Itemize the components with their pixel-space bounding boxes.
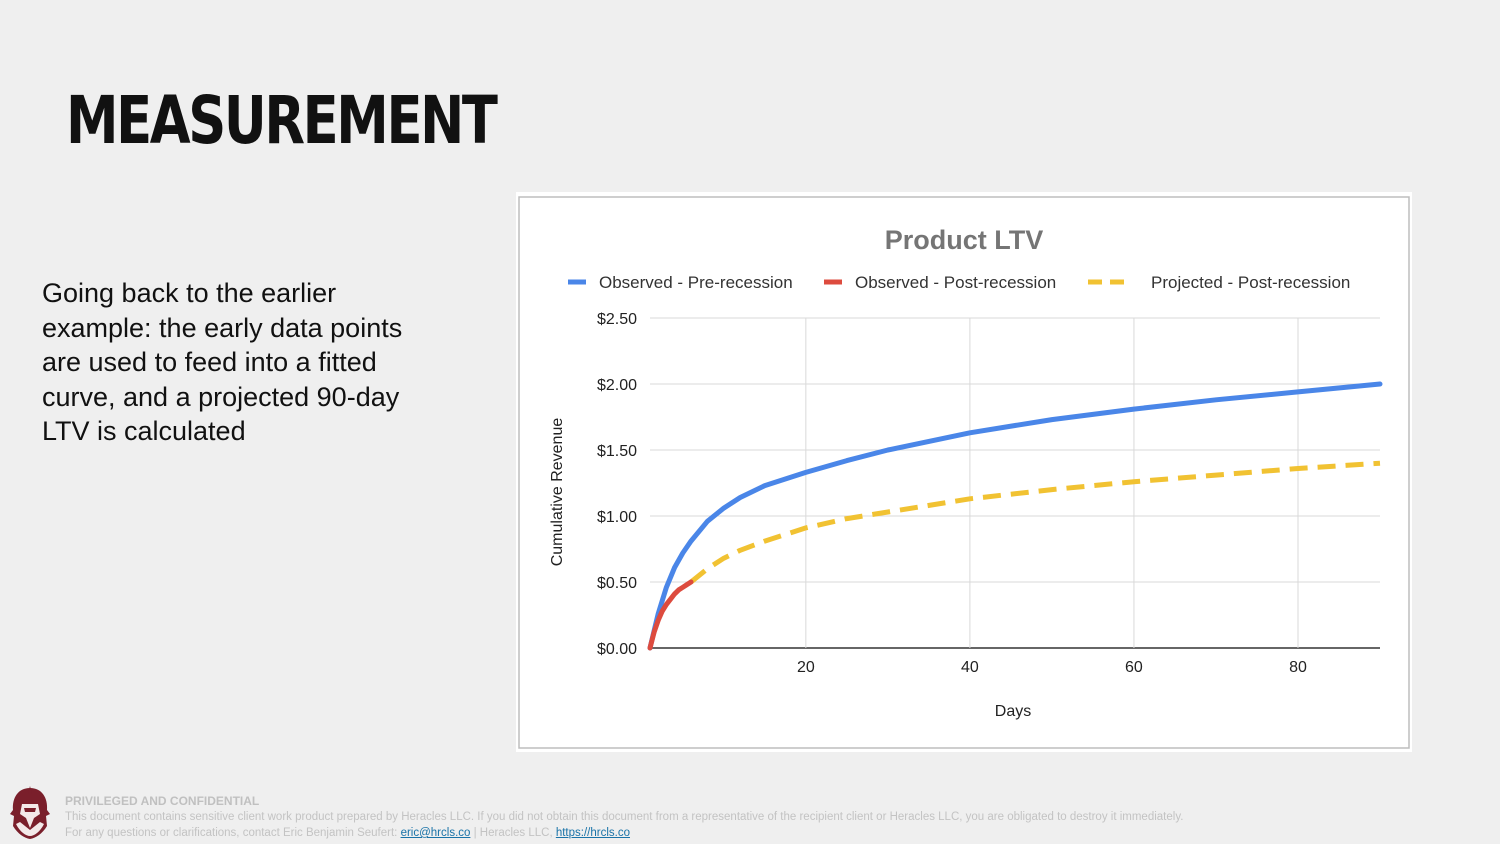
y-tick-label: $2.00 [597,377,637,394]
helmeted-warrior-logo-icon [10,786,50,839]
footer: PRIVILEGED AND CONFIDENTIAL This documen… [65,793,1183,841]
email-link[interactable]: eric@hrcls.co [400,827,471,839]
website-link[interactable]: https://hrcls.co [555,827,630,839]
x-tick-label: 20 [797,659,815,676]
x-tick-label: 40 [961,659,979,676]
y-tick-label: $0.50 [597,575,637,592]
x-axis-label: Days [995,703,1031,720]
footer-disclaimer: This document contains sensitive client … [65,811,1184,823]
legend-label: Observed - Post-recession [855,273,1056,292]
y-tick-label: $2.50 [597,311,637,328]
x-tick-label: 80 [1289,659,1307,676]
chart-border [518,196,1410,749]
contact-mid: | Heracles LLC, [470,827,556,839]
confidential-label: PRIVILEGED AND CONFIDENTIAL [65,794,260,808]
y-tick-label: $0.00 [597,641,637,658]
legend-label: Observed - Pre-recession [599,273,793,292]
y-tick-label: $1.00 [597,509,637,526]
series-line-observed-post-recession [647,579,694,651]
ltv-chart: Product LTV $0.00 $0.50 $1.00 $1.50 $2.00 $2.5… [518,196,1410,749]
slide-body-text: Going back to the earlier example: the e… [42,278,403,446]
slide-title: MEASUREMENT [66,82,498,159]
series-line-projected-post-recession [689,460,1381,584]
legend-label: Projected - Post-recession [1151,273,1350,292]
x-tick-label: 60 [1125,659,1143,676]
footer-contact: For any questions or clarifications, con… [65,825,1183,841]
series-line-observed-pre-recession [647,381,1383,651]
chart-container: Product LTV $0.00 $0.50 $1.00 $1.50 $2.00 $2.5… [516,192,1412,752]
y-tick-label: $1.50 [597,443,637,460]
y-axis-label: Cumulative Revenue [549,418,566,567]
chart-title: Product LTV [885,225,1044,255]
contact-prefix: For any questions or clarifications, con… [65,827,401,839]
